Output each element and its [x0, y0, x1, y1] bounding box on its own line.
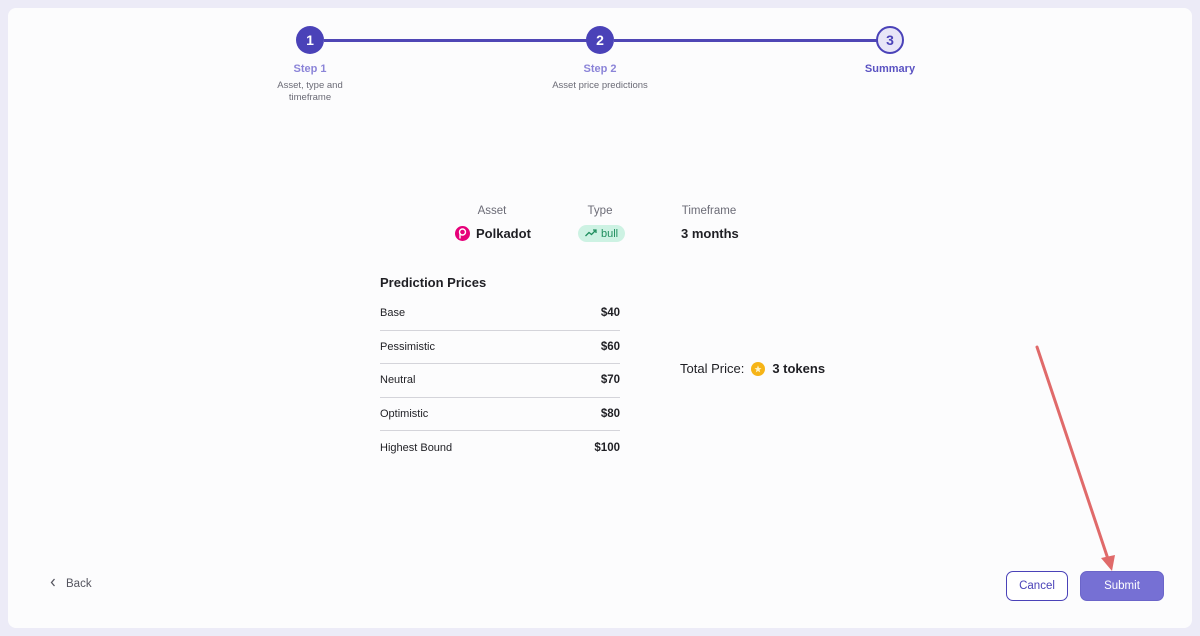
prediction-value: $60 [600, 340, 620, 353]
back-label: Back [66, 578, 92, 590]
timeframe-label: Timeframe [681, 205, 737, 217]
prediction-label: Optimistic [380, 407, 429, 420]
prediction-value: $70 [600, 374, 620, 387]
step-1-title: Step 1 [293, 63, 327, 75]
total-price: Total Price: 3 tokens [680, 361, 825, 376]
prediction-value: $40 [600, 307, 620, 320]
prediction-value: $80 [600, 407, 620, 420]
cancel-button[interactable]: Cancel [1006, 571, 1068, 601]
total-price-value: 3 tokens [772, 361, 826, 376]
prediction-row: Highest Bound $100 [380, 431, 620, 465]
prediction-label: Pessimistic [380, 340, 436, 353]
main-card [8, 8, 1192, 628]
submit-button[interactable]: Submit [1080, 571, 1164, 601]
asset-label: Asset [477, 205, 507, 217]
asset-name: Polkadot [476, 226, 531, 241]
back-button[interactable]: Back [50, 578, 92, 590]
asset-value: Polkadot [455, 226, 531, 241]
prediction-label: Neutral [380, 374, 416, 387]
prediction-row: Neutral $70 [380, 364, 620, 398]
prediction-label: Highest Bound [380, 441, 453, 454]
step-3-title: Summary [864, 63, 916, 75]
chevron-left-icon [50, 578, 56, 590]
prediction-table: Base $40 Pessimistic $60 Neutral $70 Opt… [380, 297, 620, 465]
step-connector-2-3 [614, 39, 878, 42]
step-2-title: Step 2 [583, 63, 617, 75]
prediction-row: Pessimistic $60 [380, 331, 620, 364]
timeframe-value: 3 months [681, 226, 739, 241]
step-1-indicator[interactable]: 1 [296, 26, 324, 54]
step-connector-1-2 [324, 39, 588, 42]
step-2-indicator[interactable]: 2 [586, 26, 614, 54]
step-3-indicator[interactable]: 3 [876, 26, 904, 54]
trending-up-icon [585, 228, 597, 240]
polkadot-icon [455, 226, 470, 241]
prediction-prices-title: Prediction Prices [380, 275, 487, 290]
prediction-row: Base $40 [380, 297, 620, 331]
step-2-description: Asset price predictions [552, 80, 648, 91]
type-badge: bull [578, 225, 626, 242]
prediction-value: $100 [594, 441, 620, 454]
coin-icon [751, 361, 766, 376]
stepper: 1 Step 1 Asset, type and timeframe 2 Ste… [0, 0, 1200, 110]
total-price-label: Total Price: [680, 361, 745, 376]
step-1-description: Asset, type and timeframe [277, 80, 343, 103]
prediction-row: Optimistic $80 [380, 398, 620, 431]
type-value: bull [601, 227, 619, 240]
prediction-label: Base [380, 307, 406, 320]
type-label: Type [587, 205, 613, 217]
